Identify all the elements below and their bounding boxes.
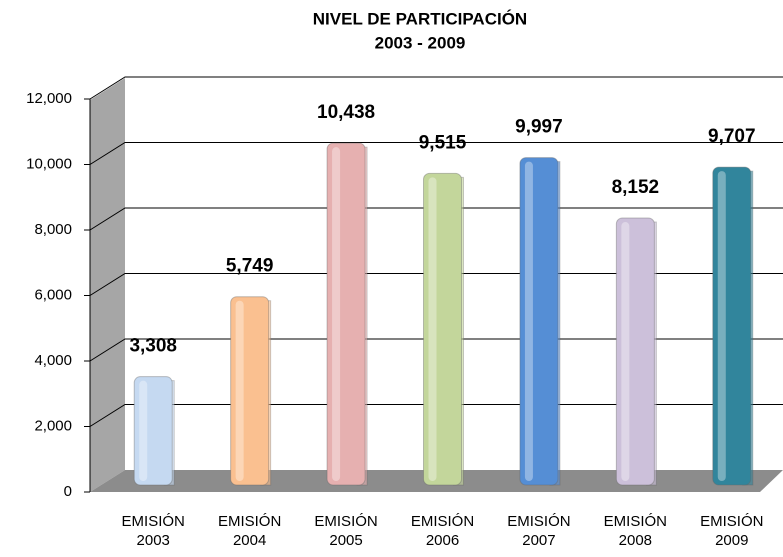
grid-line: [89, 404, 783, 427]
grid-line: [89, 142, 783, 165]
y-tick-label: 8,000: [34, 221, 72, 238]
y-tick-label: 0: [64, 483, 72, 500]
bar-highlight: [428, 177, 437, 482]
value-label: 3,308: [129, 336, 177, 357]
value-label: 9,997: [515, 117, 563, 138]
x-tick-label: EMISIÓN 2008: [603, 513, 668, 549]
value-label: 10,438: [317, 102, 375, 123]
bar-highlight: [235, 300, 244, 481]
bar: [326, 142, 366, 486]
grid-line: [89, 76, 783, 100]
x-tick-label: EMISIÓN 2004: [217, 513, 282, 549]
chart-title: NIVEL DE PARTICIPACIÓN: [313, 9, 527, 28]
value-label: 5,749: [226, 256, 274, 277]
bar-highlight: [717, 171, 726, 481]
bar: [712, 166, 752, 486]
y-tick-label: 6,000: [34, 286, 72, 303]
grid-line: [89, 338, 783, 362]
bar: [423, 172, 462, 486]
y-tick-label: 12,000: [26, 90, 72, 107]
bar: [133, 376, 173, 486]
x-tick-label: EMISIÓN 2003: [121, 513, 185, 549]
y-tick-label: 10,000: [26, 155, 72, 172]
bar: [230, 296, 270, 486]
bar: [615, 217, 655, 486]
x-tick-label: EMISIÓN 2007: [507, 513, 571, 549]
y-tick-label: 4,000: [34, 352, 72, 369]
bar-highlight: [524, 161, 533, 481]
grid-line: [89, 273, 783, 296]
bar: [519, 157, 559, 486]
value-label: 9,515: [419, 132, 467, 153]
x-tick-label: EMISIÓN 2009: [700, 513, 764, 549]
bar-highlight: [621, 222, 630, 481]
bar-highlight: [332, 147, 341, 481]
x-tick-label: EMISIÓN 2006: [410, 513, 475, 549]
x-tick-label: EMISIÓN 2005: [314, 513, 378, 549]
value-label: 9,707: [708, 126, 756, 147]
chart-subtitle: 2003 - 2009: [375, 33, 466, 52]
grid-line: [89, 207, 783, 231]
value-label: 8,152: [612, 177, 660, 198]
y-tick-label: 2,000: [34, 417, 72, 434]
bar-highlight: [139, 380, 148, 481]
